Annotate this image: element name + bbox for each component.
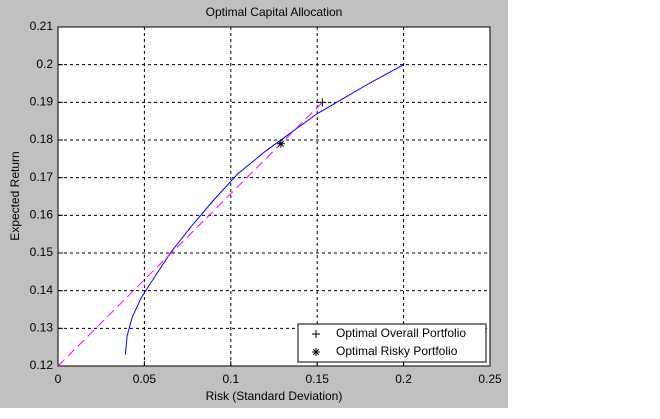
legend-label: Optimal Risky Portfolio (336, 344, 458, 358)
x-axis-label: Risk (Standard Deviation) (206, 389, 343, 403)
y-tick-label: 0.16 (30, 208, 54, 222)
x-tick-label: 0.2 (395, 372, 412, 386)
x-tick-label: 0.1 (222, 372, 239, 386)
y-tick-label: 0.15 (30, 245, 54, 259)
chart-title: Optimal Capital Allocation (206, 5, 343, 19)
y-tick-label: 0.21 (30, 19, 54, 33)
y-tick-label: 0.14 (30, 283, 54, 297)
x-tick-label: 0.15 (306, 372, 330, 386)
y-tick-label: 0.18 (30, 132, 54, 146)
marker (318, 98, 327, 107)
legend-label: Optimal Overall Portfolio (336, 326, 466, 340)
legend-box (297, 323, 487, 363)
axes-box (57, 26, 491, 367)
x-tick-label: 0.25 (478, 372, 502, 386)
line (124, 64, 404, 355)
y-tick-label: 0.2 (36, 57, 53, 71)
axes-background (58, 27, 490, 366)
y-axis-label: Expected Return (8, 151, 22, 240)
y-tick-label: 0.19 (30, 95, 54, 109)
x-tick-label: 0.05 (133, 372, 157, 386)
y-tick-label: 0.13 (30, 321, 54, 335)
x-tick-label: 0 (55, 372, 62, 386)
legend-marker (312, 330, 320, 338)
legend-marker (312, 348, 320, 356)
y-tick-label: 0.17 (30, 170, 54, 184)
y-tick-label: 0.12 (30, 358, 54, 372)
marker (276, 139, 285, 148)
